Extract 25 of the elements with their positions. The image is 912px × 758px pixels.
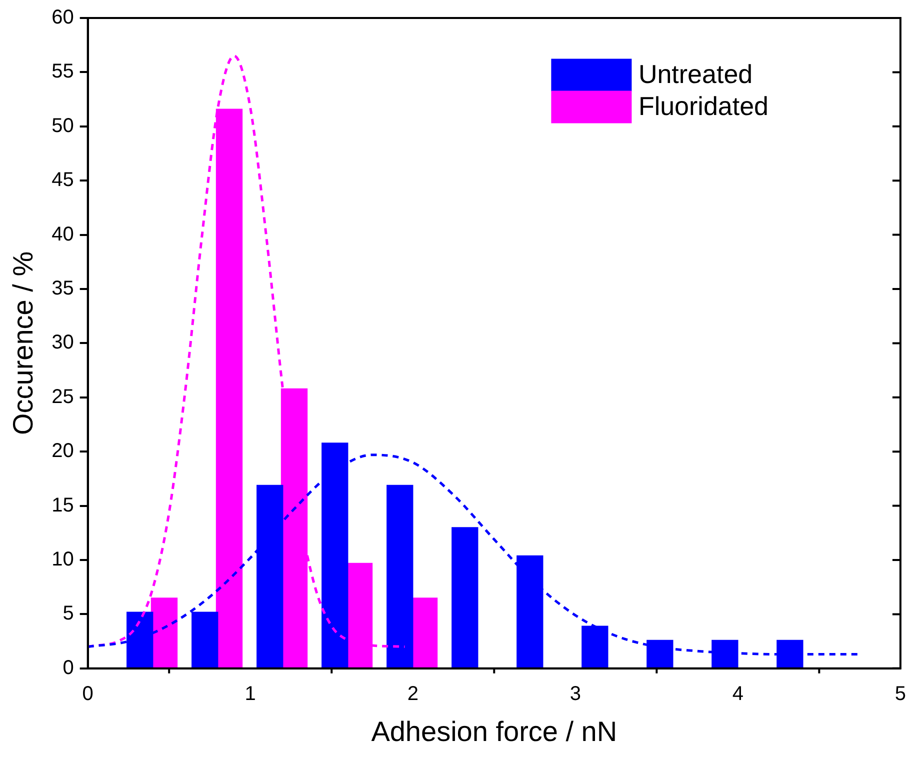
legend-label: Fluoridated (638, 91, 769, 122)
x-tick-label: 2 (407, 682, 418, 705)
x-tick-label: 3 (570, 682, 581, 705)
y-tick-label: 60 (52, 6, 74, 29)
y-tick-label: 35 (52, 278, 74, 300)
y-tick-label: 10 (52, 548, 74, 571)
y-tick-label: 5 (62, 602, 74, 625)
legend-label: Untreated (638, 59, 753, 90)
x-tick-label: 5 (894, 682, 906, 705)
x-axis-title: Adhesion force / nN (371, 716, 618, 747)
y-tick-label: 20 (52, 440, 74, 462)
x-tick-label: 1 (244, 682, 256, 705)
y-axis-title: Occurence / % (8, 251, 39, 436)
y-tick-label: 0 (62, 656, 74, 679)
x-tick-label: 0 (82, 682, 94, 705)
y-tick-label: 40 (52, 223, 74, 246)
y-tick-label: 30 (52, 332, 74, 354)
y-tick-label: 45 (52, 169, 74, 192)
x-tick-label: 4 (732, 682, 744, 705)
y-tick-label: 25 (52, 386, 74, 408)
y-tick-label: 55 (52, 60, 74, 83)
bar (386, 484, 414, 668)
y-tick-label: 50 (52, 114, 74, 137)
bar (452, 527, 478, 668)
y-tick-label: 15 (52, 494, 74, 516)
